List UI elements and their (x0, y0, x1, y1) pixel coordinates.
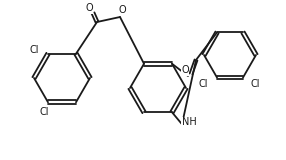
Text: Cl: Cl (39, 107, 49, 117)
Text: NH: NH (182, 117, 196, 127)
Text: O: O (181, 65, 189, 75)
Text: Cl: Cl (250, 79, 260, 88)
Text: Cl: Cl (29, 45, 39, 55)
Text: Cl: Cl (198, 79, 208, 88)
Text: O: O (85, 3, 93, 13)
Text: O: O (118, 5, 126, 15)
